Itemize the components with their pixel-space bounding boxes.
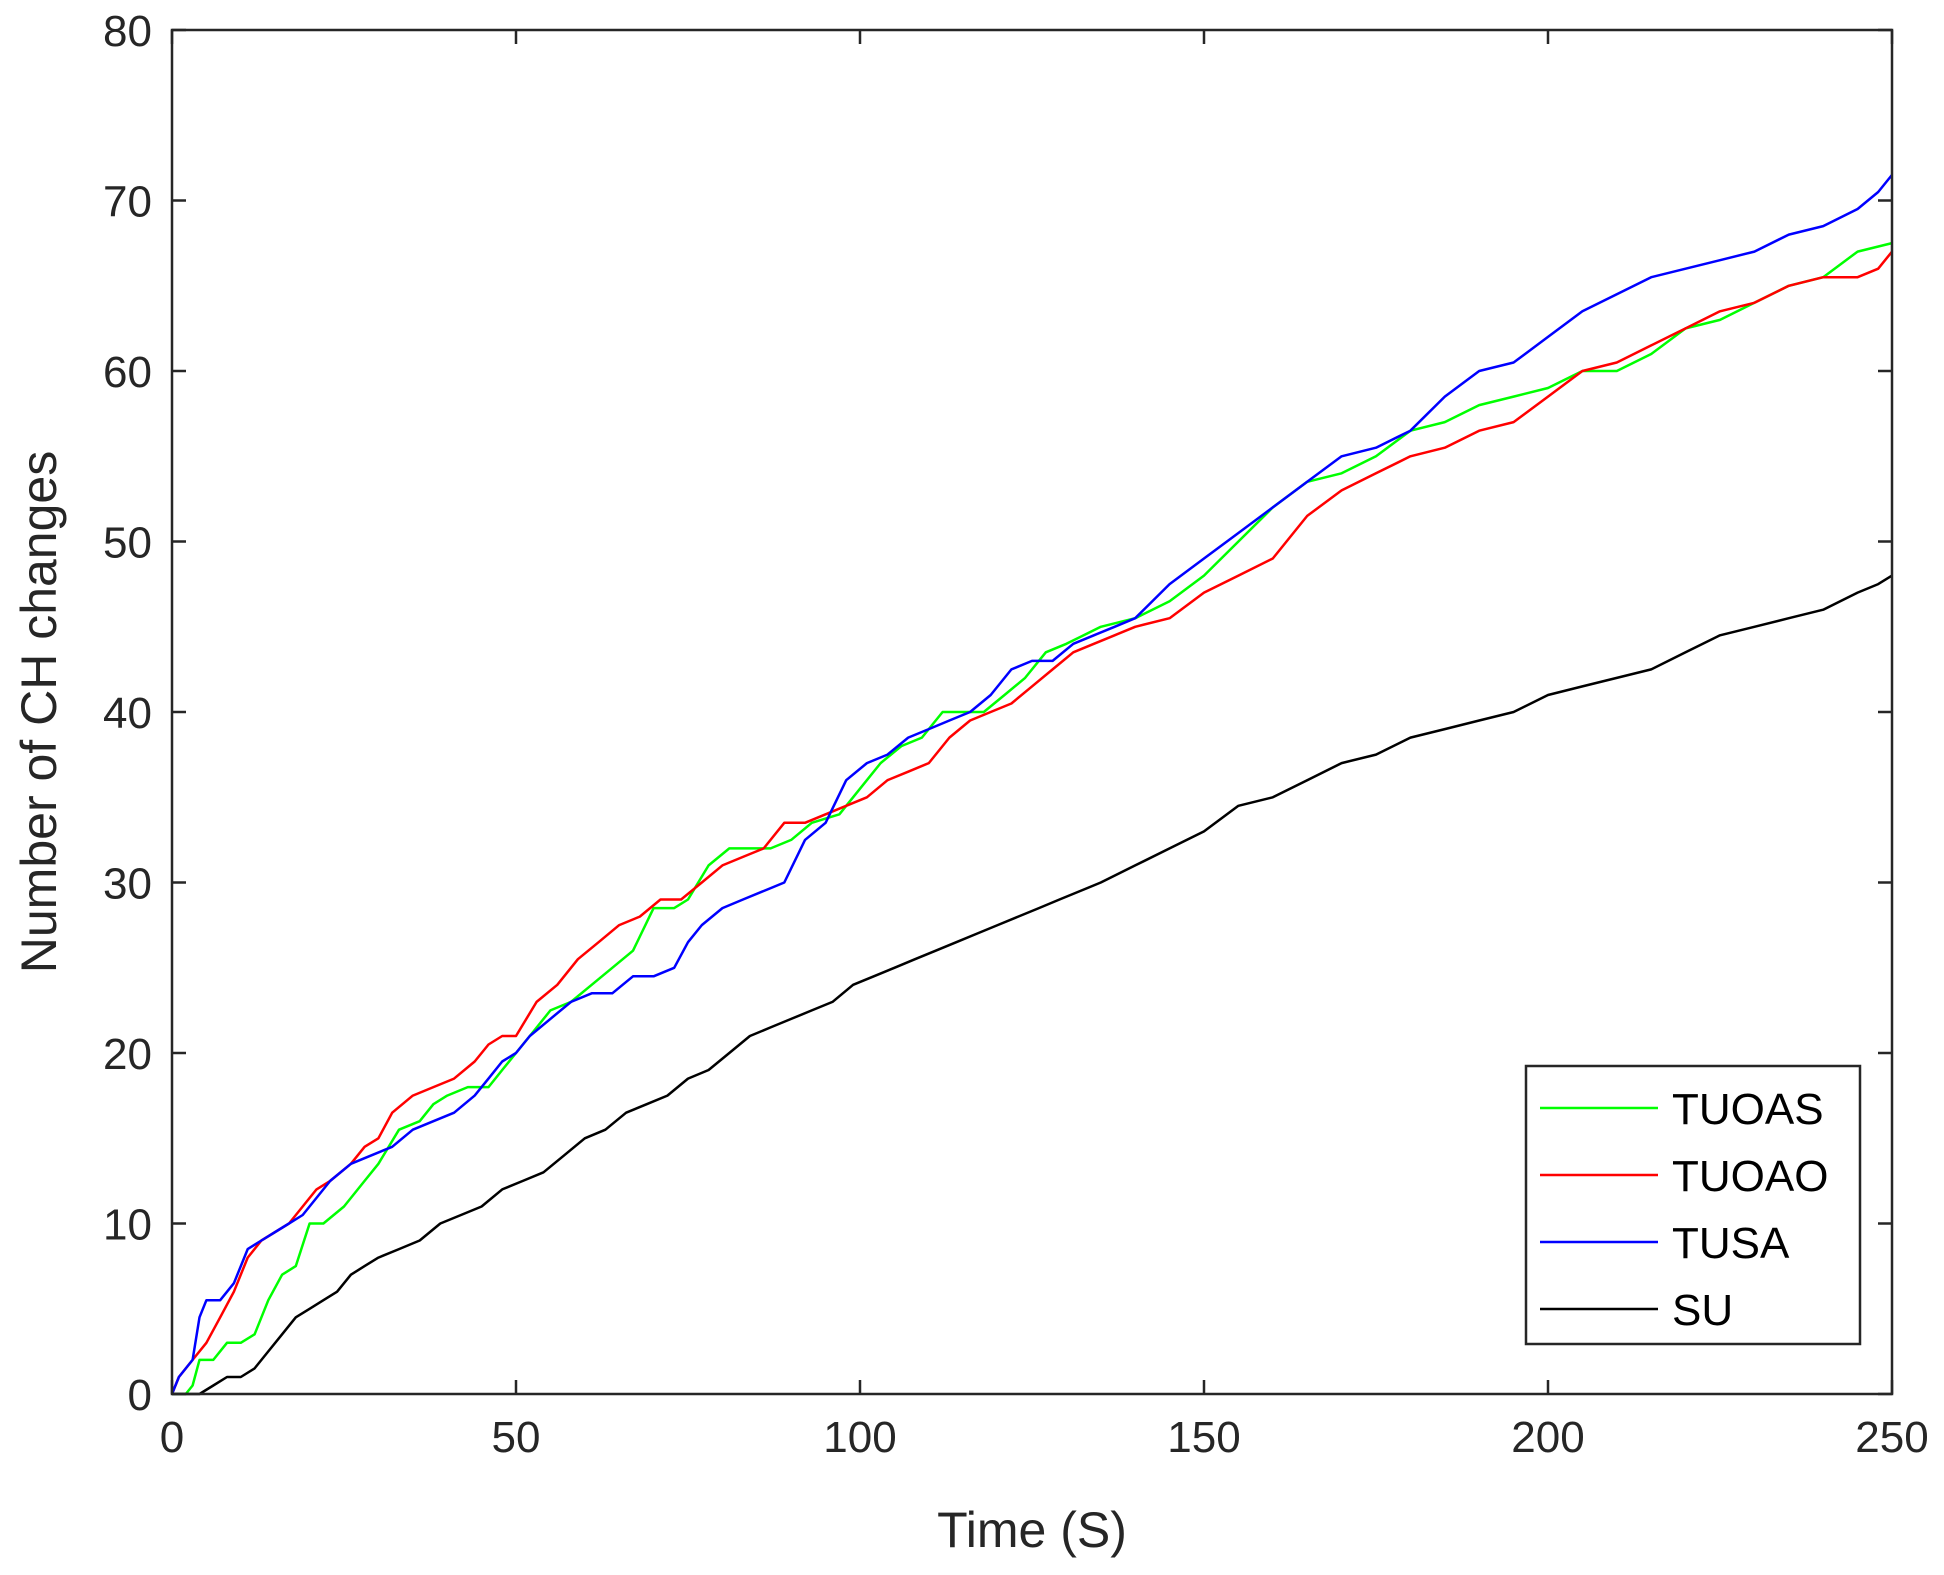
y-tick-label: 40 (103, 689, 152, 738)
series-layer (170, 174, 1893, 1396)
x-tick-label: 150 (1167, 1413, 1240, 1462)
x-tick-label: 50 (492, 1413, 541, 1462)
legend-label-tuoas: TUOAS (1672, 1085, 1824, 1134)
series-line-tusa (170, 174, 1893, 1395)
legend-label-tusa: TUSA (1672, 1219, 1790, 1268)
series-line-tuoas (172, 241, 1893, 1396)
y-tick-label: 20 (103, 1030, 152, 1079)
ticks-layer: 0 50 100 150 200 250 0 10 20 30 40 50 60 70 80 (103, 7, 1929, 1462)
x-tick-label: 0 (160, 1413, 184, 1462)
legend-box (1524, 1064, 1862, 1346)
legend-label-su: SU (1672, 1286, 1733, 1335)
y-tick-label: 0 (128, 1371, 152, 1420)
y-tick-label: 80 (103, 7, 152, 56)
y-tick-label: 70 (103, 178, 152, 227)
x-tick-label: 100 (823, 1413, 896, 1462)
x-tick-label: 250 (1855, 1413, 1928, 1462)
y-tick-label: 30 (103, 860, 152, 909)
y-tick-label: 60 (103, 348, 152, 397)
y-tick-label: 50 (103, 519, 152, 568)
y-axis-label: Number of CH changes (11, 451, 67, 973)
y-tick-label: 10 (103, 1201, 152, 1250)
series-line-su (172, 574, 1893, 1396)
x-tick-label: 200 (1511, 1413, 1584, 1462)
x-axis-label: Time (S) (937, 1502, 1127, 1558)
legend-label-tuoao: TUOAO (1672, 1152, 1828, 1201)
legend: TUOAS TUOAO TUSA SU (1524, 1064, 1862, 1346)
